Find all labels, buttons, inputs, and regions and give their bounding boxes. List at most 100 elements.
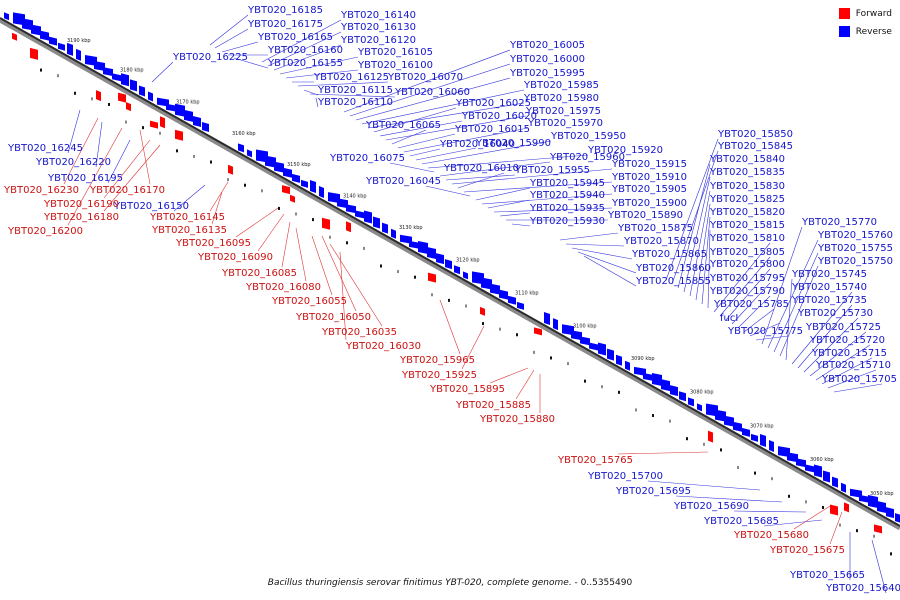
reverse-gene (139, 85, 145, 97)
leader-line-forward (235, 207, 279, 238)
leader-line-reverse (487, 199, 531, 209)
leader-line-reverse (297, 81, 389, 87)
reverse-gene (202, 122, 209, 133)
leader-line-reverse (493, 207, 613, 213)
strand-marker (363, 246, 365, 250)
leader-line-forward (489, 367, 529, 384)
reverse-gene (643, 372, 654, 381)
reverse-gene (499, 289, 508, 300)
leader-line-reverse (445, 174, 516, 181)
kbp-tick-label: 3190 kbp (67, 38, 91, 44)
reverse-gene (697, 403, 702, 412)
leader-line-reverse (361, 89, 525, 125)
gene-label-forward: YBT020_16050 (295, 312, 371, 323)
legend-forward-label: Forward (855, 8, 892, 19)
leader-line-reverse (273, 44, 342, 71)
gene-label-reverse: YBT020_16040 (439, 139, 515, 150)
gene-label-reverse: YBT020_15720 (809, 335, 885, 346)
leader-line-reverse (737, 295, 771, 329)
gene-label-reverse: YBT020_16150 (113, 201, 189, 212)
leader-line-forward (281, 221, 291, 268)
reverse-gene (661, 379, 670, 392)
legend-forward: Forward (838, 8, 892, 19)
leader-line-reverse (439, 161, 551, 177)
leader-line-reverse (761, 226, 803, 345)
strand-marker (788, 494, 790, 498)
gene-label-forward: YBT020_16090 (197, 252, 273, 263)
leader-line-reverse (763, 519, 823, 527)
leader-line-reverse (267, 31, 342, 67)
strand-marker (754, 471, 756, 475)
leader-line-forward (103, 144, 161, 212)
leader-line-reverse (767, 239, 819, 349)
strand-marker (74, 91, 76, 95)
gene-label-reverse: YBT020_16220 (35, 157, 111, 168)
leader-line-reverse (95, 121, 103, 168)
leader-line-reverse (415, 147, 477, 161)
reverse-gene (418, 240, 428, 254)
leader-line-forward (67, 127, 123, 226)
leader-line-reverse (151, 61, 174, 83)
leader-line-reverse (731, 282, 771, 325)
reverse-gene (553, 318, 558, 331)
leader-line-reverse (689, 190, 711, 297)
gene-label-reverse: YBT020_16155 (267, 58, 343, 69)
gene-label-reverse: YBT020_15940 (529, 190, 605, 201)
leader-line-reverse (379, 120, 463, 137)
gene-label-reverse: YBT020_16045 (365, 176, 441, 187)
reverse-gene (409, 240, 420, 249)
strand-marker (57, 74, 59, 78)
leader-line-reverse (343, 49, 511, 113)
leader-line-reverse (373, 107, 457, 133)
strand-marker (669, 419, 671, 423)
gene-label-reverse: YBT020_15950 (550, 131, 626, 142)
leader-line-reverse (315, 97, 319, 108)
kbp-tick-label: 3100 kbp (573, 323, 597, 329)
strand-marker (142, 126, 144, 130)
gene-label-forward: YBT020_15885 (455, 400, 531, 411)
strand-marker (720, 448, 722, 452)
gene-label-reverse: YBT020_16025 (455, 98, 531, 109)
gene-label-reverse: YBT020_15810 (709, 233, 785, 244)
reverse-gene (769, 440, 774, 453)
forward-gene (428, 272, 436, 283)
strand-marker (244, 183, 246, 187)
forward-gene (874, 524, 882, 534)
forward-gene (534, 327, 542, 336)
strand-marker (227, 178, 229, 182)
leader-line-reverse (725, 268, 771, 321)
forward-gene (228, 164, 233, 175)
gene-label-forward: YBT020_15675 (769, 545, 845, 556)
reverse-gene (589, 342, 598, 351)
kbp-tick-label: 3080 kbp (690, 389, 714, 395)
caption-organism: Bacillus thuringiensis serovar finitimus… (267, 578, 572, 588)
leader-line-reverse (367, 102, 525, 129)
gene-label-reverse: YBT020_15830 (709, 181, 785, 192)
gene-label-reverse: YBT020_16185 (247, 5, 323, 16)
gene-label-reverse: YBT020_15985 (523, 80, 599, 91)
forward-gene (346, 221, 351, 233)
kbp-tick-label: 3050 kbp (870, 491, 894, 497)
leader-line-reverse (107, 139, 131, 184)
gene-label-forward: YBT020_16055 (271, 296, 347, 307)
leader-line-reverse (791, 291, 853, 365)
forward-gene (480, 306, 485, 316)
strand-marker (839, 523, 841, 527)
strand-marker (516, 333, 518, 337)
leader-line-forward (515, 369, 535, 400)
reverse-gene (94, 61, 105, 72)
reverse-gene (310, 179, 316, 193)
gene-label-reverse: YBT020_16100 (357, 60, 433, 71)
strand-marker (431, 293, 433, 297)
legend-reverse-label: Reverse (855, 26, 892, 37)
reverse-gene (238, 143, 244, 153)
gene-label-reverse: YBT020_15870 (623, 236, 699, 247)
reverse-gene (508, 295, 516, 305)
gene-label-reverse: YBT020_15755 (817, 243, 893, 254)
kbp-tick-label: 3160 kbp (232, 131, 256, 137)
label-leader-lines (63, 14, 887, 594)
leader-line-reverse (421, 140, 552, 165)
leader-line-reverse (565, 243, 625, 247)
leader-line-reverse (397, 133, 456, 149)
gene-label-reverse: YBT020_15840 (709, 154, 785, 165)
